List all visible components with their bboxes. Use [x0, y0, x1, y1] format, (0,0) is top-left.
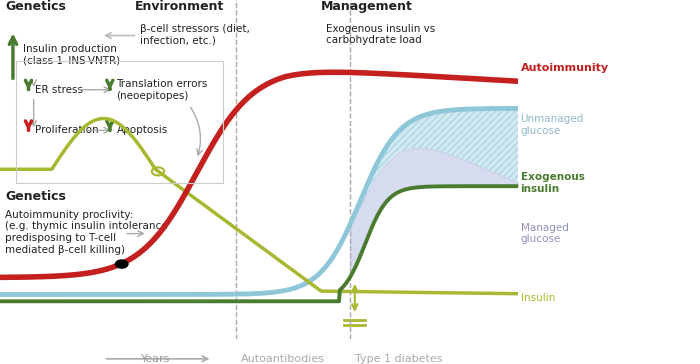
- Text: Managed
glucose: Managed glucose: [521, 223, 568, 244]
- Text: Years: Years: [141, 354, 170, 364]
- Text: Insulin: Insulin: [521, 293, 555, 303]
- Text: ER stress: ER stress: [35, 85, 83, 95]
- Text: Environment: Environment: [134, 0, 224, 13]
- Text: Autoantibodies: Autoantibodies: [241, 354, 325, 364]
- Text: Management: Management: [321, 0, 413, 13]
- Text: Type 1 diabetes: Type 1 diabetes: [355, 354, 442, 364]
- Circle shape: [116, 260, 128, 268]
- Text: Genetics: Genetics: [5, 190, 66, 203]
- Text: Autoimmunity: Autoimmunity: [521, 63, 609, 73]
- Text: Insulin production
(class 1  INS VNTR): Insulin production (class 1 INS VNTR): [23, 44, 120, 66]
- Text: Exogenous
insulin: Exogenous insulin: [521, 172, 584, 194]
- Text: Unmanaged
glucose: Unmanaged glucose: [521, 114, 584, 136]
- Text: β-cell stressors (diet,
infection, etc.): β-cell stressors (diet, infection, etc.): [140, 24, 250, 45]
- Text: Translation errors
(neoepitopes): Translation errors (neoepitopes): [116, 79, 208, 100]
- Text: Exogenous insulin vs
carbohydrate load: Exogenous insulin vs carbohydrate load: [326, 24, 435, 45]
- Text: Autoimmunity proclivity:
(e.g. thymic insulin intolerance
predisposing to T-cell: Autoimmunity proclivity: (e.g. thymic in…: [5, 210, 168, 255]
- Text: Genetics: Genetics: [5, 0, 66, 13]
- Bar: [15, 61, 223, 183]
- Text: Proliferation: Proliferation: [35, 125, 99, 135]
- Text: Apoptosis: Apoptosis: [116, 125, 168, 135]
